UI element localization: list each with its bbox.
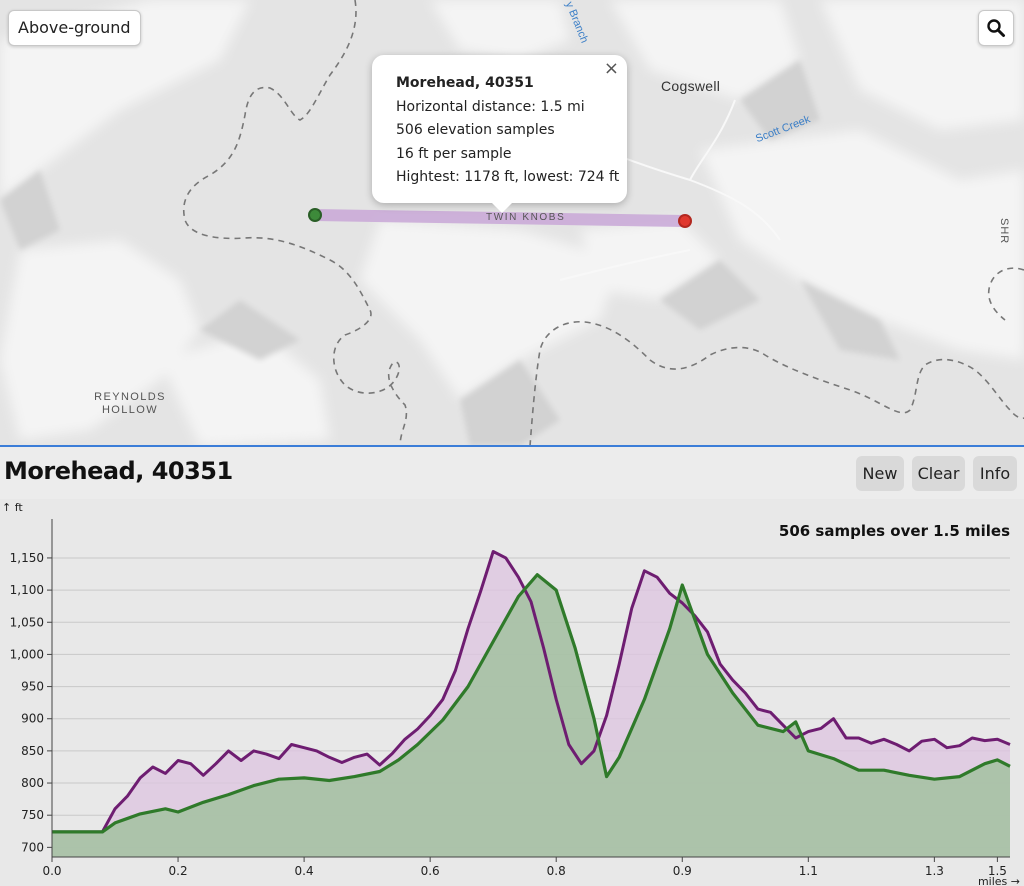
y-tick-label: 800 <box>21 776 44 790</box>
y-tick-label: 950 <box>21 680 44 694</box>
chart-summary: 506 samples over 1.5 miles <box>779 522 1010 540</box>
x-axis-unit-label: miles → <box>978 875 1020 886</box>
info-button[interactable]: Info <box>973 456 1017 491</box>
route-line <box>309 209 691 227</box>
clear-button[interactable]: Clear <box>912 456 965 491</box>
y-tick-label: 750 <box>21 808 44 822</box>
map-view[interactable]: y Branch Cogswell Scott Creek REYNOLDS H… <box>0 0 1024 446</box>
y-axis-ticks: 700 750 800 850 900 950 1,000 1,050 1,100 1,150 <box>10 519 53 857</box>
x-tick-label: 0.9 <box>673 864 692 878</box>
info-popup: Morehead, 40351 Horizontal distance: 1.5… <box>372 55 627 213</box>
popup-per-sample: 16 ft per sample <box>396 145 512 162</box>
x-tick-label: 0.2 <box>169 864 188 878</box>
route-end-marker <box>678 214 692 228</box>
route-start-marker <box>308 208 322 222</box>
y-tick-label: 1,050 <box>10 615 44 629</box>
x-tick-label: 0.6 <box>421 864 440 878</box>
map-label-reynolds-line1: REYNOLDS <box>94 391 166 403</box>
close-icon[interactable]: × <box>603 58 619 79</box>
elevation-chart[interactable]: 700 750 800 850 900 950 1,000 1,050 1,100 1,150 0… <box>0 499 1024 886</box>
x-tick-label: 0.0 <box>42 864 61 878</box>
popup-distance: Horizontal distance: 1.5 mi <box>396 98 585 115</box>
chart-lines <box>52 550 1011 834</box>
area-ground <box>52 574 1010 857</box>
y-tick-label: 1,000 <box>10 647 44 661</box>
y-tick-label: 850 <box>21 744 44 758</box>
popup-title: Morehead, 40351 <box>396 75 534 91</box>
map-label-reynolds-hollow: REYNOLDS HOLLOW <box>80 391 180 417</box>
y-tick-label: 1,150 <box>10 551 44 565</box>
x-tick-label: 0.8 <box>547 864 566 878</box>
x-axis-ticks: 0.0 0.2 0.4 0.6 0.8 0.9 1.1 1.3 1.5 <box>42 856 1010 878</box>
popup-samples: 506 elevation samples <box>396 122 555 138</box>
panel-header: Morehead, 40351 New Clear Info <box>0 447 1024 499</box>
line-above_ground <box>52 550 1011 834</box>
y-tick-label: 1,100 <box>10 583 44 597</box>
layer-toggle-button[interactable]: Above-ground <box>8 10 141 46</box>
y-tick-label: 700 <box>21 840 44 854</box>
panel-title: Morehead, 40351 <box>4 457 233 485</box>
x-tick-label: 1.1 <box>799 864 818 878</box>
y-tick-label: 900 <box>21 712 44 726</box>
map-label-reynolds-line2: HOLLOW <box>101 404 159 416</box>
x-tick-label: 1.5 <box>988 864 1007 878</box>
line-ground <box>52 573 1011 834</box>
popup-high-low: Hightest: 1178 ft, lowest: 724 ft <box>396 169 620 185</box>
new-button[interactable]: New <box>856 456 904 491</box>
map-label-cogswell: Cogswell <box>661 78 721 94</box>
x-tick-label: 0.4 <box>295 864 314 878</box>
x-tick-label: 1.3 <box>925 864 944 878</box>
chart-areas <box>52 551 1010 857</box>
map-label-twin-knobs: TWIN KNOBS <box>486 212 566 223</box>
search-button[interactable] <box>978 10 1014 46</box>
elevation-panel: Morehead, 40351 New Clear Info 700 750 800… <box>0 445 1024 886</box>
map-label-shr: SHR <box>998 218 1010 245</box>
magnifier-icon <box>987 19 1005 37</box>
y-axis-unit-label: ↑ ft <box>2 501 23 514</box>
